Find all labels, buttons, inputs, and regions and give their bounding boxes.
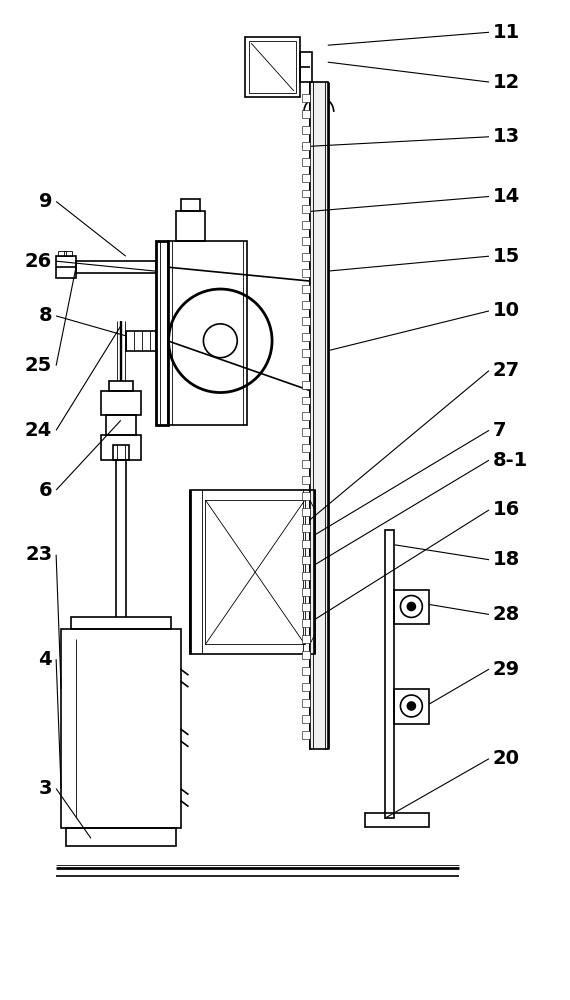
Bar (302, 317, 310, 325)
Bar (109, 381, 133, 391)
Bar (302, 508, 310, 516)
Bar (385, 530, 394, 818)
Bar (302, 269, 310, 277)
Bar (302, 492, 310, 500)
Bar (302, 476, 310, 484)
Bar (302, 221, 310, 229)
Bar (302, 142, 310, 150)
Bar (56, 256, 76, 278)
Bar (302, 253, 310, 261)
Bar (302, 94, 310, 102)
Text: 7: 7 (493, 421, 507, 440)
Bar (58, 251, 66, 256)
Bar (302, 731, 310, 739)
Bar (394, 689, 429, 724)
Bar (302, 412, 310, 420)
Bar (64, 251, 72, 256)
Text: 27: 27 (493, 361, 520, 380)
Text: 18: 18 (493, 550, 520, 569)
Text: 25: 25 (25, 356, 52, 375)
Bar (126, 331, 156, 351)
Bar (302, 126, 310, 134)
Bar (106, 415, 136, 435)
Bar (71, 617, 170, 629)
Bar (302, 397, 310, 404)
Text: 3: 3 (39, 779, 52, 798)
Bar (302, 428, 310, 436)
Text: 6: 6 (39, 481, 52, 500)
Bar (302, 683, 310, 691)
Bar (181, 199, 201, 211)
Bar (365, 813, 429, 827)
Bar (61, 629, 181, 828)
Bar (394, 590, 429, 624)
Bar (245, 37, 300, 97)
Bar (156, 241, 168, 425)
Bar (302, 556, 310, 564)
Text: 8: 8 (39, 306, 52, 325)
Text: 11: 11 (493, 23, 520, 42)
Bar (302, 540, 310, 548)
Bar (302, 588, 310, 596)
Bar (302, 699, 310, 707)
Bar (302, 301, 310, 309)
Text: 10: 10 (493, 301, 520, 320)
Text: 26: 26 (25, 252, 52, 271)
Text: 9: 9 (39, 192, 52, 211)
Bar (302, 365, 310, 373)
Text: 16: 16 (493, 500, 520, 519)
Bar (249, 41, 296, 93)
Bar (302, 572, 310, 580)
Bar (302, 667, 310, 675)
Text: 24: 24 (25, 421, 52, 440)
Text: 20: 20 (493, 749, 520, 768)
Bar (302, 715, 310, 723)
Bar (310, 82, 328, 749)
Bar (101, 391, 141, 415)
Text: 15: 15 (493, 247, 520, 266)
Bar (190, 490, 315, 654)
Text: 8-1: 8-1 (493, 451, 528, 470)
Bar (302, 158, 310, 166)
Bar (113, 445, 129, 460)
Bar (302, 619, 310, 627)
Bar (302, 444, 310, 452)
Bar (302, 190, 310, 197)
Bar (66, 828, 176, 846)
Bar (302, 237, 310, 245)
Text: 29: 29 (493, 660, 520, 679)
Circle shape (408, 702, 416, 710)
Bar (302, 603, 310, 611)
Bar (302, 460, 310, 468)
Text: 12: 12 (493, 73, 520, 92)
Text: 14: 14 (493, 187, 520, 206)
Bar (302, 174, 310, 182)
Bar (101, 435, 141, 460)
Bar (302, 651, 310, 659)
Text: 13: 13 (493, 127, 520, 146)
Bar (176, 211, 205, 241)
Circle shape (408, 602, 416, 610)
Bar (168, 241, 247, 425)
Bar (302, 285, 310, 293)
Bar (302, 524, 310, 532)
Bar (302, 349, 310, 357)
Bar (300, 52, 312, 82)
Bar (302, 635, 310, 643)
Bar (76, 261, 156, 273)
Text: 4: 4 (39, 650, 52, 669)
Text: 23: 23 (25, 545, 52, 564)
Bar (205, 500, 305, 644)
Bar (302, 333, 310, 341)
Bar (302, 381, 310, 389)
Bar (302, 110, 310, 118)
Bar (302, 205, 310, 213)
Text: 28: 28 (493, 605, 520, 624)
